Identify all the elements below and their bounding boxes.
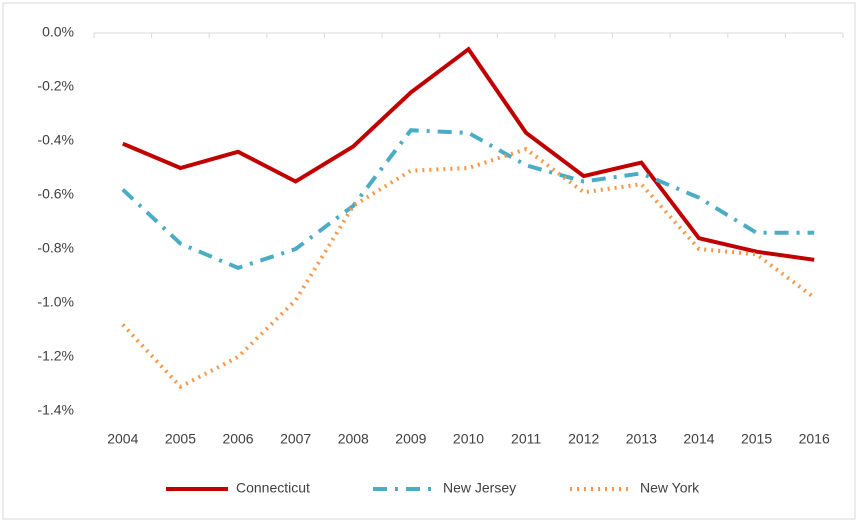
y-tick-label: -0.2% bbox=[37, 78, 74, 94]
x-tick-label: 2004 bbox=[107, 431, 138, 447]
series-line bbox=[121, 128, 815, 271]
series-line bbox=[121, 146, 816, 390]
legend-label: Connecticut bbox=[236, 480, 310, 496]
x-tick-label: 2009 bbox=[395, 431, 426, 447]
x-tick-label: 2010 bbox=[453, 431, 484, 447]
x-tick-label: 2008 bbox=[338, 431, 369, 447]
y-tick-label: -0.6% bbox=[37, 186, 74, 202]
x-tick-label: 2005 bbox=[165, 431, 196, 447]
legend-label: New Jersey bbox=[443, 480, 516, 496]
x-tick-label: 2011 bbox=[511, 431, 541, 447]
chart-border bbox=[2, 2, 856, 520]
y-tick-label: -0.4% bbox=[37, 132, 74, 148]
y-tick-label: -1.0% bbox=[37, 294, 74, 310]
x-tick-label: 2013 bbox=[626, 431, 657, 447]
x-tick-label: 2016 bbox=[799, 431, 830, 447]
x-tick-label: 2007 bbox=[280, 431, 311, 447]
legend-label: New York bbox=[640, 480, 700, 496]
series-line bbox=[122, 46, 815, 262]
y-tick-label: 0.0% bbox=[42, 24, 74, 40]
y-tick-label: -1.4% bbox=[37, 402, 74, 418]
y-tick-label: -0.8% bbox=[37, 240, 74, 256]
y-tick-label: -1.2% bbox=[37, 348, 74, 364]
x-tick-label: 2012 bbox=[568, 431, 599, 447]
x-tick-label: 2015 bbox=[741, 431, 772, 447]
x-tick-label: 2014 bbox=[683, 431, 714, 447]
x-tick-label: 2006 bbox=[222, 431, 253, 447]
